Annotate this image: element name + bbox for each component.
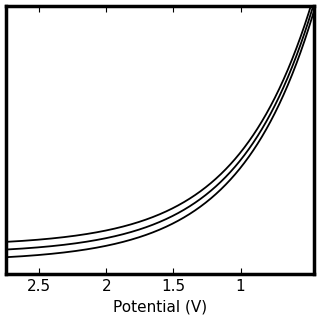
X-axis label: Potential (V): Potential (V)	[113, 300, 207, 315]
